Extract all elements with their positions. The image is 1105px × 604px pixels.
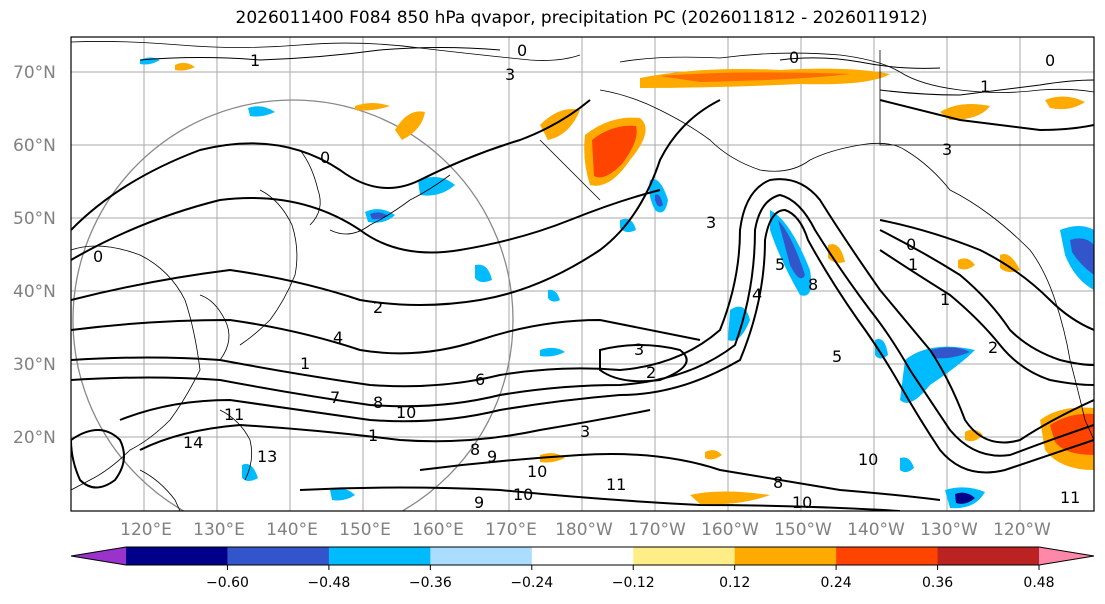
colorbar-segment bbox=[734, 547, 837, 565]
contour-label: 2 bbox=[373, 298, 383, 317]
colorbar-tick-label: −0.60 bbox=[206, 575, 249, 591]
contour-label: 1 bbox=[980, 77, 990, 96]
colorbar-segment bbox=[126, 547, 228, 565]
colorbar-segment bbox=[1039, 547, 1094, 565]
contour-label: 8 bbox=[470, 440, 480, 459]
colorbar-tick-label: 0.12 bbox=[719, 575, 750, 591]
precipitation-shading bbox=[140, 57, 1094, 509]
longitude-labels: 120°E 130°E 140°E 150°E 160°E 170°E 180°… bbox=[120, 520, 1051, 540]
contour-label: 13 bbox=[257, 447, 277, 466]
lon-label: 170°W bbox=[628, 520, 686, 540]
lon-label: 120°W bbox=[993, 520, 1051, 540]
colorbar-segment bbox=[633, 547, 736, 565]
colorbar-tick-label: −0.24 bbox=[510, 575, 553, 591]
contour-label: 2 bbox=[646, 363, 656, 382]
lon-label: 120°E bbox=[120, 520, 172, 540]
range-circle bbox=[72, 99, 514, 511]
colorbar-segment bbox=[937, 547, 1040, 565]
colorbar-tick-label: −0.48 bbox=[307, 575, 350, 591]
lon-label: 150°W bbox=[774, 520, 832, 540]
contour-label: 6 bbox=[475, 370, 485, 389]
latitude-labels: 70°N 60°N 50°N 40°N 30°N 20°N bbox=[13, 63, 56, 448]
colorbar-tick-label: −0.12 bbox=[612, 575, 655, 591]
contour-label: 8 bbox=[808, 275, 818, 294]
colorbar-segment bbox=[531, 547, 634, 565]
contour-labels: 0 0 1 0 1 3 0 2 4 1 7 8 10 11 14 13 3 2 … bbox=[93, 41, 1080, 512]
lon-label: 130°E bbox=[193, 520, 245, 540]
contour-label: 10 bbox=[513, 485, 533, 504]
colorbar: −0.60 −0.48 −0.36 −0.24 −0.12 0.12 0.24 0.36 0.4… bbox=[70, 546, 1095, 591]
colorbar-outline bbox=[70, 546, 1095, 566]
contour-label: 9 bbox=[474, 493, 484, 512]
lat-label: 30°N bbox=[13, 355, 56, 375]
lat-label: 40°N bbox=[13, 282, 56, 302]
lon-label: 130°W bbox=[920, 520, 978, 540]
contour-label: 1 bbox=[368, 426, 378, 445]
contour-label: 0 bbox=[320, 148, 330, 167]
contour-label: 1 bbox=[908, 255, 918, 274]
contour-label: 0 bbox=[517, 41, 527, 60]
map-title: 2026011400 F084 850 hPa qvapor, precipit… bbox=[235, 8, 928, 28]
lon-label: 160°E bbox=[412, 520, 464, 540]
contour-label: 3 bbox=[942, 140, 952, 159]
colorbar-tick-label: 0.36 bbox=[922, 575, 953, 591]
colorbar-segment bbox=[430, 547, 533, 565]
contour-label: 7 bbox=[330, 388, 340, 407]
contour-label: 5 bbox=[832, 347, 842, 366]
contour-label: 8 bbox=[773, 473, 783, 492]
contour-label: 1 bbox=[250, 51, 260, 70]
colorbar-tick-label: 0.24 bbox=[821, 575, 852, 591]
lon-label: 170°E bbox=[485, 520, 537, 540]
contour-label: 0 bbox=[906, 235, 916, 254]
contour-label: 5 bbox=[775, 255, 785, 274]
contour-label: 10 bbox=[792, 493, 812, 512]
contour-label: 14 bbox=[183, 433, 203, 452]
thin-contours bbox=[139, 47, 1094, 96]
lat-label: 50°N bbox=[13, 209, 56, 229]
contour-label: 11 bbox=[224, 405, 244, 424]
map-frame bbox=[70, 36, 1095, 512]
contour-label: 0 bbox=[93, 247, 103, 266]
colorbar-segment bbox=[227, 547, 330, 565]
contour-label: 9 bbox=[487, 447, 497, 466]
colorbar-segment bbox=[836, 547, 939, 565]
contour-label: 10 bbox=[396, 403, 416, 422]
contour-label: 0 bbox=[1045, 51, 1055, 70]
contour-label: 11 bbox=[606, 475, 626, 494]
qvapor-contours bbox=[71, 99, 1094, 511]
coastlines bbox=[71, 41, 1094, 511]
lat-label: 20°N bbox=[13, 428, 56, 448]
lon-label: 140°E bbox=[266, 520, 318, 540]
lat-label: 70°N bbox=[13, 63, 56, 83]
colorbar-segment bbox=[328, 547, 431, 565]
colorbar-tick-label: −0.36 bbox=[409, 575, 452, 591]
contour-label: 10 bbox=[858, 450, 878, 469]
contour-label: 10 bbox=[527, 462, 547, 481]
lon-label: 150°E bbox=[339, 520, 391, 540]
colorbar-tick-label: 0.48 bbox=[1023, 575, 1054, 591]
contour-label: 1 bbox=[300, 354, 310, 373]
contour-label: 2 bbox=[988, 338, 998, 357]
contour-label: 3 bbox=[634, 340, 644, 359]
contour-label: 1 bbox=[940, 290, 950, 309]
colorbar-segment bbox=[71, 547, 126, 565]
contour-label: 4 bbox=[333, 328, 343, 347]
contour-label: 3 bbox=[505, 65, 515, 84]
contour-label: 11 bbox=[1060, 488, 1080, 507]
lon-label: 180°W bbox=[555, 520, 613, 540]
lon-label: 160°W bbox=[701, 520, 759, 540]
contour-label: 3 bbox=[706, 213, 716, 232]
contour-label: 8 bbox=[373, 393, 383, 412]
contour-label: 0 bbox=[789, 48, 799, 67]
lon-label: 140°W bbox=[847, 520, 905, 540]
contour-label: 3 bbox=[580, 422, 590, 441]
lat-label: 60°N bbox=[13, 136, 56, 156]
contour-label: 4 bbox=[752, 285, 762, 304]
